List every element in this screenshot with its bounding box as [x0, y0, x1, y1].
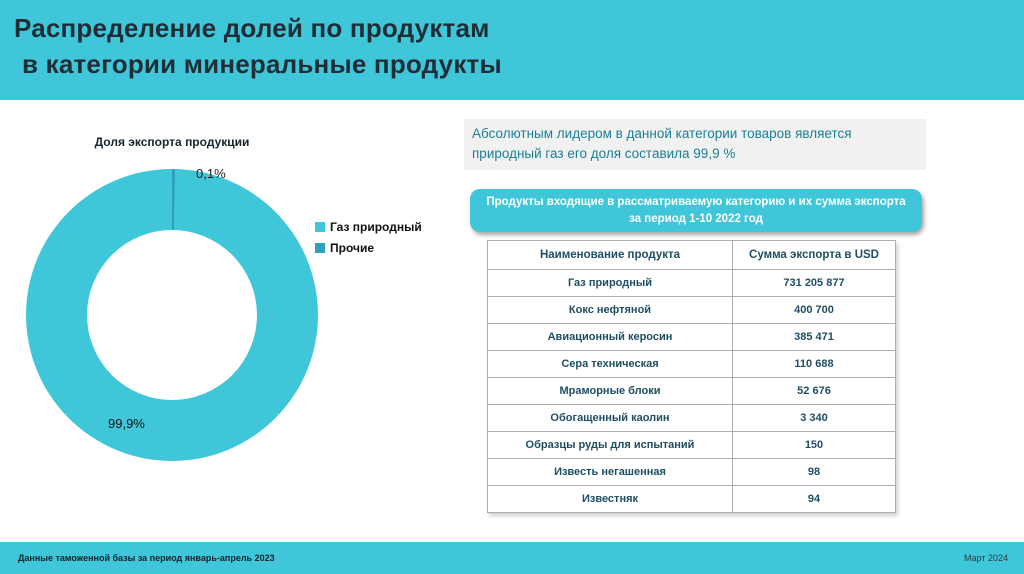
chart-legend: Газ природный Прочие: [315, 220, 422, 255]
table-header-row: Наименование продукта Сумма экспорта в U…: [487, 240, 896, 270]
product-value: 400 700: [732, 296, 896, 324]
table-row: Мраморные блоки 52 676: [487, 377, 896, 405]
footer-source-note: Данные таможенной базы за период январь-…: [18, 553, 275, 563]
legend-swatch-gas: [315, 222, 325, 232]
legend-label-gas: Газ природный: [330, 220, 422, 234]
legend-item-other: Прочие: [315, 241, 422, 255]
donut-label-major: 99,9%: [108, 416, 145, 431]
product-name: Кокс нефтяной: [487, 296, 733, 324]
table-banner: Продукты входящие в рассматриваемую кате…: [470, 189, 922, 233]
product-name: Газ природный: [487, 269, 733, 297]
product-value: 52 676: [732, 377, 896, 405]
product-value: 731 205 877: [732, 269, 896, 297]
page-title-line1: Распределение долей по продуктам: [14, 13, 490, 43]
export-table: Наименование продукта Сумма экспорта в U…: [487, 240, 896, 513]
product-name: Авиационный керосин: [487, 323, 733, 351]
footer-date: Март 2024: [963, 553, 1008, 563]
donut-hole: [87, 230, 257, 400]
product-value: 150: [732, 431, 896, 459]
product-value: 98: [732, 458, 896, 486]
table-row: Сера техническая 110 688: [487, 350, 896, 378]
legend-item-gas: Газ природный: [315, 220, 422, 234]
product-name: Образцы руды для испытаний: [487, 431, 733, 459]
table-row: Кокс нефтяной 400 700: [487, 296, 896, 324]
leader-callout: Абсолютным лидером в данной категории то…: [464, 119, 926, 171]
product-value: 385 471: [732, 323, 896, 351]
slide-header: Распределение долей по продуктам в катег…: [0, 0, 1024, 100]
donut-chart: [26, 169, 318, 461]
table-row: Известь негашенная 98: [487, 458, 896, 486]
table-row: Авиационный керосин 385 471: [487, 323, 896, 351]
table-banner-line1: Продукты входящие в рассматриваемую кате…: [486, 196, 906, 208]
table-row: Известняк 94: [487, 485, 896, 513]
product-name: Мраморные блоки: [487, 377, 733, 405]
table-header-sum: Сумма экспорта в USD: [732, 240, 896, 270]
table-header-product: Наименование продукта: [487, 240, 733, 270]
legend-label-other: Прочие: [330, 241, 375, 255]
product-name: Обогащенный каолин: [487, 404, 733, 432]
product-name: Известь негашенная: [487, 458, 733, 486]
donut-label-minor: 0,1%: [196, 166, 226, 181]
product-value: 94: [732, 485, 896, 513]
table-row: Газ природный 731 205 877: [487, 269, 896, 297]
product-name: Известняк: [487, 485, 733, 513]
table-row: Обогащенный каолин 3 340: [487, 404, 896, 432]
product-value: 110 688: [732, 350, 896, 378]
product-value: 3 340: [732, 404, 896, 432]
product-name: Сера техническая: [487, 350, 733, 378]
page-title-line2: в категории минеральные продукты: [22, 49, 502, 80]
page-title: Распределение долей по продуктам в катег…: [14, 10, 1004, 83]
slide-footer: Данные таможенной базы за период январь-…: [0, 540, 1024, 574]
table-banner-line2: за период 1-10 2022 год: [629, 212, 763, 225]
legend-swatch-other: [315, 243, 325, 253]
table-row: Образцы руды для испытаний 150: [487, 431, 896, 459]
chart-title: Доля экспорта продукции: [94, 135, 250, 149]
